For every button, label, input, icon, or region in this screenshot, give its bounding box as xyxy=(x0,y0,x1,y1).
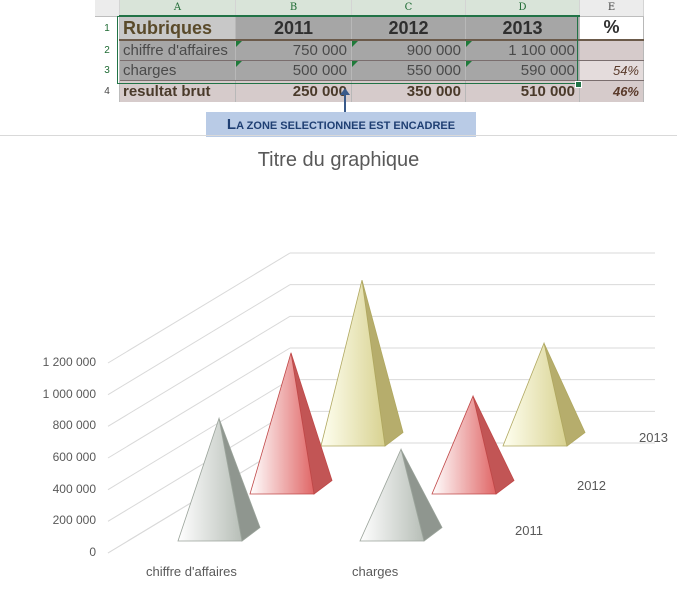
pyramid-chart xyxy=(107,252,655,554)
y-tick-label: 800 000 xyxy=(52,418,96,433)
cell-e4[interactable]: 46% xyxy=(579,80,644,102)
x-category-label-1: charges xyxy=(352,564,399,579)
column-header-e[interactable]: E xyxy=(579,0,644,17)
callout-initial: L xyxy=(226,116,237,133)
series-label-0: 2011 xyxy=(515,523,543,538)
pyramid-2012-0 xyxy=(249,352,333,495)
pyramid-front-face xyxy=(359,448,425,542)
gridline-side-6 xyxy=(107,252,291,364)
pyramid-2011-0 xyxy=(177,416,261,542)
column-header-c[interactable]: C xyxy=(351,0,466,17)
series-label-1: 2012 xyxy=(577,478,606,493)
pyramid-2012-1 xyxy=(431,394,515,495)
callout-text: A ZONE SELECTIONNEE EST ENCADREE xyxy=(236,120,456,132)
pyramid-front-face xyxy=(177,416,243,542)
row-header-2[interactable]: 2 xyxy=(95,40,120,61)
callout-line xyxy=(344,92,346,112)
chart-area[interactable]: Titre du graphique 0 200 000 400 000 600 00… xyxy=(0,135,677,593)
y-tick-label: 0 xyxy=(89,545,96,559)
x-category-label-0: chiffre d'affaires xyxy=(146,564,237,579)
row-header-1[interactable]: 1 xyxy=(95,16,120,40)
row-header-4[interactable]: 4 xyxy=(95,80,120,102)
y-tick-label: 200 000 xyxy=(52,513,96,528)
column-header-b[interactable]: B xyxy=(235,0,352,17)
cell-a3[interactable]: charges xyxy=(119,60,236,81)
cell-d2[interactable]: 1 100 000 xyxy=(465,40,580,61)
selection-border xyxy=(117,16,578,84)
cell-a4[interactable]: resultat brut xyxy=(119,80,236,102)
cell-e1[interactable]: % xyxy=(579,16,644,41)
selection-callout: LA ZONE SELECTIONNEE EST ENCADREE xyxy=(206,112,476,137)
fill-handle[interactable] xyxy=(575,81,582,88)
gridline-side-4 xyxy=(107,315,291,427)
cell-b1[interactable]: 2011 xyxy=(235,16,352,41)
column-header-d[interactable]: D xyxy=(465,0,580,17)
cell-c1[interactable]: 2012 xyxy=(351,16,466,41)
spreadsheet: A B C D E 1 Rubriques 2011 2012 2013 % 2… xyxy=(95,0,644,102)
pyramid-2013-1 xyxy=(502,341,586,447)
cell-d3[interactable]: 590 000 xyxy=(465,60,580,81)
y-tick-label: 1 200 000 xyxy=(42,355,96,369)
gridline-side-2 xyxy=(107,379,291,491)
cell-e2[interactable] xyxy=(579,40,644,61)
cell-b3[interactable]: 500 000 xyxy=(235,60,352,81)
cell-d1[interactable]: 2013 xyxy=(465,16,580,41)
cell-d4[interactable]: 510 000 xyxy=(465,80,580,102)
cell-a1[interactable]: Rubriques xyxy=(119,16,236,41)
cell-a2[interactable]: chiffre d'affaires xyxy=(119,40,236,61)
series-label-2: 2013 xyxy=(639,430,668,445)
y-tick-label: 600 000 xyxy=(52,450,96,464)
pyramid-2013-0 xyxy=(320,280,404,447)
pyramid-2011-1 xyxy=(359,448,443,542)
pyramid-front-face xyxy=(431,394,497,495)
column-header-a[interactable]: A xyxy=(119,0,236,17)
callout-arrow xyxy=(340,88,350,95)
cell-b2[interactable]: 750 000 xyxy=(235,40,352,61)
cell-c2[interactable]: 900 000 xyxy=(351,40,466,61)
y-tick-label: 400 000 xyxy=(52,481,96,496)
pyramid-front-face xyxy=(320,280,386,447)
select-all-corner[interactable] xyxy=(95,0,120,17)
row-header-3[interactable]: 3 xyxy=(95,60,120,81)
gridline-side-5 xyxy=(107,284,291,396)
pyramid-front-face xyxy=(502,341,568,447)
cell-c4[interactable]: 350 000 xyxy=(351,80,466,102)
gridline-side-1 xyxy=(107,410,291,522)
cell-e3[interactable]: 54% xyxy=(579,60,644,81)
chart-title[interactable]: Titre du graphique xyxy=(257,149,420,171)
pyramid-front-face xyxy=(249,352,315,495)
gridline-side-3 xyxy=(107,347,291,459)
cell-c3[interactable]: 550 000 xyxy=(351,60,466,81)
y-tick-label: 1 000 000 xyxy=(42,386,96,401)
cell-b4[interactable]: 250 000 xyxy=(235,80,352,102)
